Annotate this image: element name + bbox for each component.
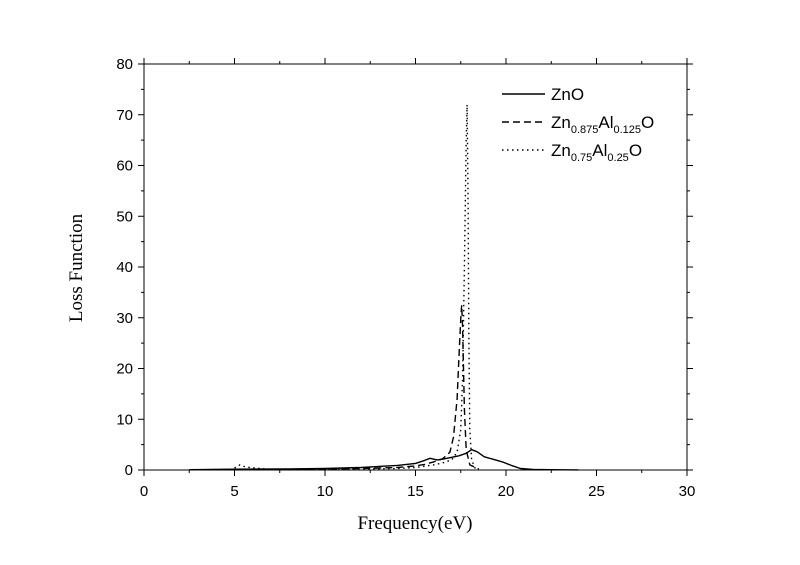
legend: ZnO Zn0.875Al0.125O Zn0.75Al0.25O — [502, 85, 654, 164]
legend-label-2: Zn0.875Al0.125O — [551, 113, 654, 136]
x-axis-label: Frequency(eV) — [357, 513, 472, 534]
series-line-1 — [189, 449, 579, 471]
legend-label-1: ZnO — [551, 85, 584, 104]
y-tick-label: 70 — [116, 107, 133, 124]
y-tick-label: 50 — [116, 208, 133, 225]
x-tick-label: 20 — [498, 483, 515, 500]
legend-label-3: Zn0.75Al0.25O — [551, 141, 642, 164]
x-tick-label: 10 — [317, 483, 334, 500]
y-tick-label: 60 — [116, 158, 133, 175]
y-axis-label: Loss Function — [66, 213, 87, 322]
series-lines — [189, 103, 579, 471]
y-tick-label: 80 — [116, 56, 133, 73]
y-tick-label: 30 — [116, 310, 133, 327]
x-tick-label: 30 — [679, 483, 696, 500]
x-tick-label: 25 — [588, 483, 605, 500]
x-tick-label: 0 — [140, 483, 148, 500]
x-tick-label: 15 — [407, 483, 424, 500]
y-tick-label: 10 — [116, 411, 133, 428]
y-tick-label: 0 — [125, 462, 133, 479]
series-line-3 — [234, 103, 476, 471]
axes: 0 5 10 15 20 25 30 0 10 20 30 40 50 60 70 80 — [116, 56, 695, 500]
y-tick-label: 20 — [116, 361, 133, 378]
series-line-2 — [198, 304, 480, 471]
x-tick-label: 5 — [230, 483, 238, 500]
y-tick-label: 40 — [116, 259, 133, 276]
